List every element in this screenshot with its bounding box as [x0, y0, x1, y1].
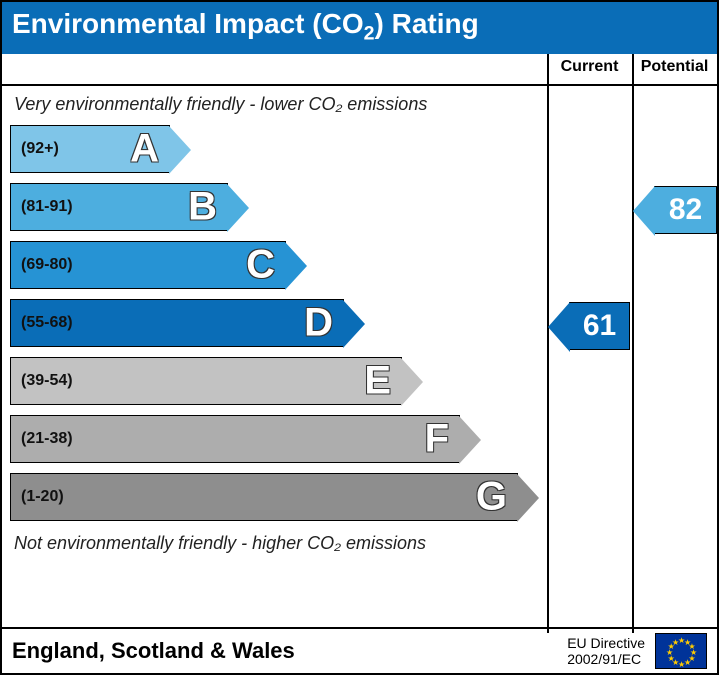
band-range-a: (92+) [21, 140, 59, 158]
bars-area: Very environmentally friendly - lower CO… [10, 92, 540, 562]
band-range-f: (21-38) [21, 430, 73, 448]
band-bar-g: (1-20) G [10, 473, 518, 521]
bottom-note: Not environmentally friendly - higher CO… [14, 533, 540, 554]
band-range-c: (69-80) [21, 256, 73, 274]
column-header-potential: Potential [632, 58, 717, 76]
title-suffix: ) Rating [375, 8, 479, 39]
value-tag-potential: 82 [654, 186, 717, 234]
band-letter-c: C [246, 242, 275, 287]
band-row-a: (92+) A [10, 123, 540, 177]
footer-directive-line1: EU Directive [567, 635, 645, 651]
chart-title: Environmental Impact (CO2) Rating [2, 2, 717, 54]
band-range-g: (1-20) [21, 488, 64, 506]
band-row-f: (21-38) F [10, 413, 540, 467]
footer-directive-line2: 2002/91/EC [567, 651, 645, 667]
band-bar-a: (92+) A [10, 125, 170, 173]
divider-potential [632, 54, 634, 633]
band-row-d: (55-68) D [10, 297, 540, 351]
eu-flag-icon: ★★★★★★★★★★★★ [655, 633, 707, 669]
footer-directive-text: EU Directive 2002/91/EC [567, 635, 645, 667]
band-bar-b: (81-91) B [10, 183, 228, 231]
band-row-c: (69-80) C [10, 239, 540, 293]
band-arrow-c [285, 242, 307, 290]
band-letter-g: G [476, 474, 507, 519]
band-letter-e: E [364, 358, 391, 403]
band-letter-a: A [130, 126, 159, 171]
value-tag-arrow-current [548, 302, 570, 352]
band-letter-d: D [304, 300, 333, 345]
band-row-g: (1-20) G [10, 471, 540, 525]
value-tag-text-current: 61 [583, 309, 616, 343]
band-bar-d: (55-68) D [10, 299, 344, 347]
top-note: Very environmentally friendly - lower CO… [14, 94, 540, 115]
band-range-b: (81-91) [21, 198, 73, 216]
value-tag-text-potential: 82 [669, 193, 702, 227]
band-arrow-a [169, 126, 191, 174]
value-tag-current: 61 [569, 302, 630, 350]
band-bar-f: (21-38) F [10, 415, 460, 463]
header-rule [2, 84, 717, 86]
title-prefix: Environmental Impact (CO [12, 8, 364, 39]
band-arrow-b [227, 184, 249, 232]
chart-content: Current Potential Very environmentally f… [2, 54, 717, 633]
band-letter-f: F [425, 416, 449, 461]
value-tag-arrow-potential [633, 186, 655, 236]
band-arrow-e [401, 358, 423, 406]
footer-directive: EU Directive 2002/91/EC ★★★★★★★★★★★★ [567, 633, 707, 669]
band-range-d: (55-68) [21, 314, 73, 332]
band-arrow-f [459, 416, 481, 464]
band-row-b: (81-91) B [10, 181, 540, 235]
band-arrow-d [343, 300, 365, 348]
band-bar-e: (39-54) E [10, 357, 402, 405]
eu-star: ★ [672, 638, 679, 647]
band-arrow-g [517, 474, 539, 522]
footer-region: England, Scotland & Wales [12, 638, 295, 664]
footer: England, Scotland & Wales EU Directive 2… [2, 627, 717, 673]
band-range-e: (39-54) [21, 372, 73, 390]
band-row-e: (39-54) E [10, 355, 540, 409]
title-sub: 2 [364, 23, 375, 45]
band-bar-c: (69-80) C [10, 241, 286, 289]
band-letter-b: B [188, 184, 217, 229]
column-header-current: Current [547, 58, 632, 76]
